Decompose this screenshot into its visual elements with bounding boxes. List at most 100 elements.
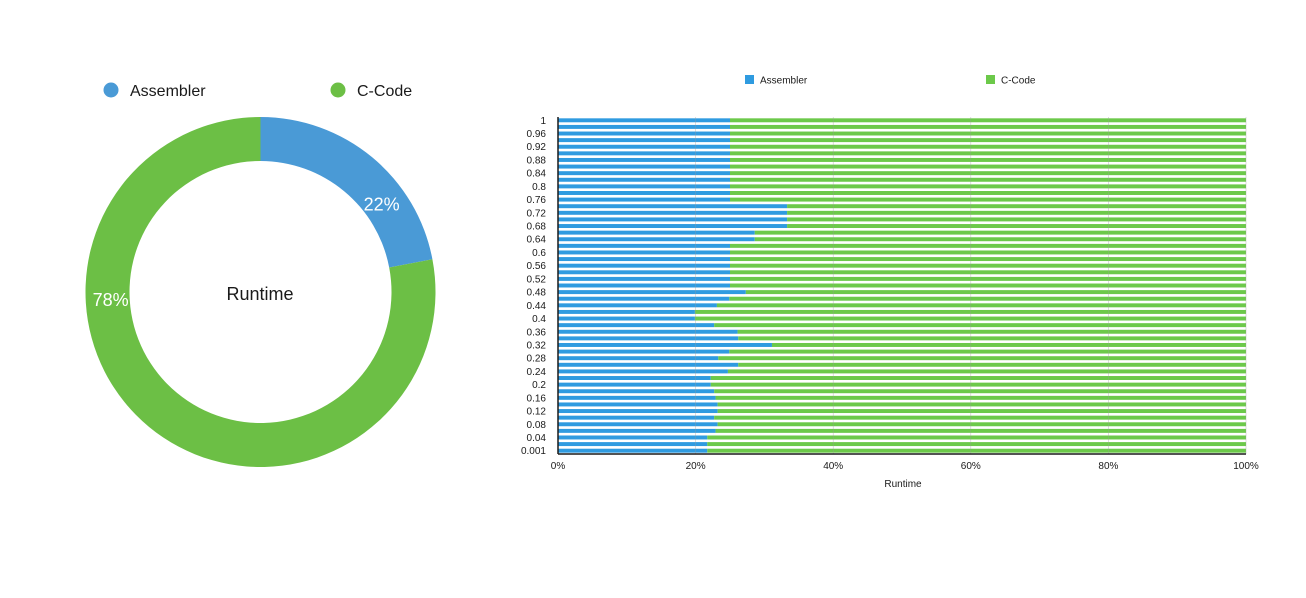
bar-y-tick-label: 0.8 (532, 182, 546, 193)
bar-axes (557, 117, 1246, 455)
bar-legend-swatch-assembler (745, 75, 754, 84)
bar-y-tick-label: 0.76 (527, 195, 547, 206)
bar-legend-label-assembler: Assembler (760, 76, 808, 87)
bar-y-tick-label: 0.12 (527, 407, 547, 418)
bar-assembler-0.52 (558, 276, 730, 281)
bar-assembler-0.84 (558, 171, 730, 176)
bar-c-code-0.06 (715, 428, 1246, 433)
bar-assembler-0.1 (558, 415, 715, 420)
bar-x-tick-label: 80% (1098, 461, 1118, 472)
bar-c-code-0.9 (730, 151, 1246, 156)
bar-c-code-0.36 (737, 329, 1246, 334)
bar-assembler-0.66 (558, 230, 755, 235)
bar-c-code-0.82 (730, 177, 1246, 182)
bar-y-tick-label: 0.96 (527, 129, 547, 140)
bar-assembler-0.44 (558, 303, 717, 308)
bar-c-code-0.18 (714, 389, 1246, 394)
bar-assembler-0.22 (558, 376, 711, 380)
bar-c-code-0.96 (730, 131, 1246, 136)
bar-assembler-0.46 (558, 296, 730, 301)
bar-assembler-0.82 (558, 177, 730, 182)
bar-assembler-0.6 (558, 250, 730, 255)
bar-assembler-0.58 (558, 257, 730, 262)
donut-slice-label-c-code: 78% (93, 290, 129, 310)
bar-c-code-0.8 (730, 184, 1246, 189)
bar-assembler-0.88 (558, 157, 730, 162)
bar-c-code-0.84 (730, 171, 1246, 176)
bar-assembler-0.48 (558, 290, 746, 295)
bar-y-tick-label: 0.88 (527, 155, 547, 166)
bar-y-tick-label: 0.6 (532, 248, 546, 259)
bar-assembler-0.94 (558, 138, 730, 143)
bar-assembler-0.4 (558, 316, 695, 321)
bar-c-code-0.94 (730, 138, 1246, 143)
bar-assembler-0.32 (558, 342, 772, 347)
donut-slices (85, 117, 436, 468)
bar-c-code-0.58 (730, 257, 1246, 262)
bar-c-code-0.52 (730, 276, 1246, 281)
bar-y-tick-label: 1 (540, 116, 546, 127)
bar-c-code-0.86 (730, 164, 1246, 169)
bar-assembler-0.18 (558, 389, 715, 394)
bar-c-code-0.46 (729, 296, 1246, 301)
bar-legend-label-c-code: C-Code (1001, 76, 1036, 87)
bar-assembler-0.62 (558, 243, 730, 248)
bar-assembler-0.34 (558, 336, 739, 341)
bar-legend: Assembler C-Code (745, 75, 1036, 87)
bar-c-code-0.88 (730, 157, 1246, 162)
bar-c-code-0.42 (694, 309, 1246, 314)
bar-c-code-0.12 (717, 409, 1246, 414)
bar-y-tick-label: 0.08 (527, 420, 547, 431)
bar-assembler-0.28 (558, 356, 719, 361)
bar-assembler-0.92 (558, 144, 730, 149)
bar-y-tick-label: 0.36 (527, 327, 547, 338)
bar-assembler-0.72 (558, 210, 788, 215)
bar-x-axis-label: Runtime (884, 479, 922, 490)
bar-assembler-0.86 (558, 164, 730, 169)
donut-slice-labels: 22% 78% (93, 195, 400, 310)
bar-y-tick-label: 0.56 (527, 261, 547, 272)
bar-y-tick-label: 0.44 (527, 301, 547, 312)
donut-slice-label-assembler: 22% (364, 195, 400, 215)
bar-c-code-0.24 (727, 369, 1246, 374)
donut-legend-swatch-c-code (330, 82, 346, 98)
bar-c-code-0.74 (787, 204, 1246, 209)
bar-assembler-0.74 (558, 204, 788, 209)
stacked-bar-chart: Assembler C-Code 0.001 0.04 0.08 0.12 0.16 0.2… (521, 75, 1259, 490)
bar-assembler-0.68 (558, 224, 788, 229)
bar-assembler-0.54 (558, 270, 730, 275)
donut-legend: Assembler C-Code (103, 82, 412, 100)
bar-c-code-0.7 (787, 217, 1246, 222)
bar-x-tick-label: 20% (686, 461, 706, 472)
bar-assembler-0.78 (558, 191, 730, 195)
bar-y-tick-label: 0.68 (527, 222, 547, 233)
bar-assembler-0.56 (558, 263, 730, 268)
donut-center-label: Runtime (226, 284, 293, 304)
bar-c-code-0.76 (730, 197, 1246, 202)
bar-assembler-0.42 (558, 309, 695, 314)
bar-assembler-0.04 (558, 435, 708, 440)
bar-y-tick-labels: 0.001 0.04 0.08 0.12 0.16 0.2 0.24 0.28 0.32 0.36… (521, 116, 546, 457)
bar-assembler-0.14 (558, 402, 718, 407)
bar-x-tick-label: 40% (823, 461, 843, 472)
donut-legend-label-assembler: Assembler (130, 83, 206, 100)
bar-assembler-0.3 (558, 349, 730, 354)
bar-assembler-0.98 (558, 124, 730, 129)
bar-assembler-0.64 (558, 237, 755, 242)
donut-slice-assembler (260, 117, 433, 268)
bar-y-tick-label: 0.84 (527, 169, 547, 180)
bar-assembler-0.9 (558, 151, 730, 156)
bar-y-tick-label: 0.24 (527, 367, 547, 378)
bar-c-code-0.14 (717, 402, 1246, 407)
bar-assembler-0.08 (558, 422, 718, 427)
donut-legend-label-c-code: C-Code (357, 83, 412, 100)
bar-y-tick-label: 0.001 (521, 446, 546, 457)
bar-y-tick-label: 0.72 (527, 208, 547, 219)
bar-assembler-0.02 (558, 442, 708, 447)
bar-legend-swatch-c-code (986, 75, 995, 84)
bar-y-tick-label: 0.64 (527, 235, 547, 246)
bar-c-code-0.26 (738, 362, 1246, 367)
bar-c-code-0.3 (729, 349, 1246, 354)
bar-c-code-0.48 (745, 290, 1246, 295)
